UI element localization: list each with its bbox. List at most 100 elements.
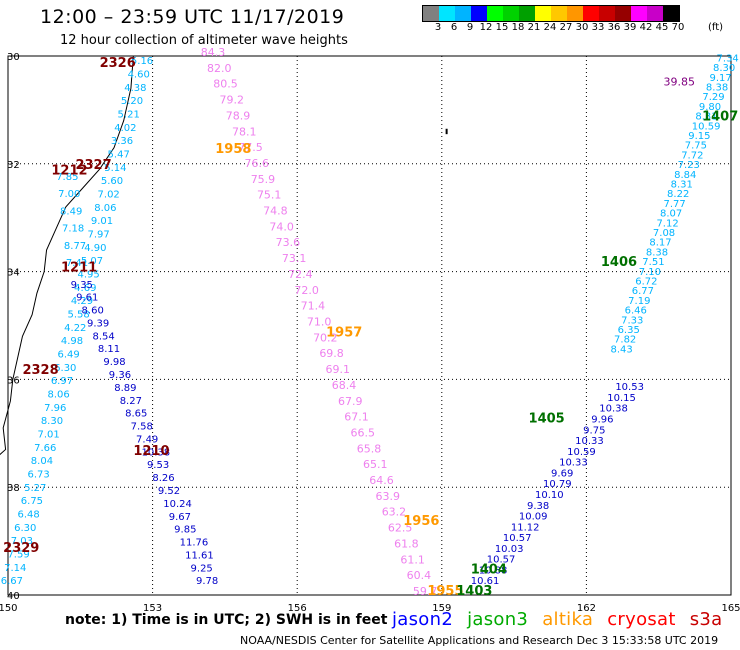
scale-swatch xyxy=(567,6,583,21)
y-tick-label: 34 xyxy=(7,268,20,279)
scale-label: 21 xyxy=(527,22,541,33)
swh-value: 7.12 xyxy=(656,218,678,229)
swh-value: 10.88 xyxy=(479,565,508,576)
x-tick-label: 165 xyxy=(721,603,740,614)
swh-value: 7.01 xyxy=(37,430,59,441)
swh-value: 80.5 xyxy=(213,78,238,91)
swh-value: 5.07 xyxy=(81,256,103,267)
x-tick-label: 159 xyxy=(432,603,451,614)
swh-value: 72.4 xyxy=(288,268,313,281)
swh-value: 6.30 xyxy=(14,523,36,534)
swh-value: 9.38 xyxy=(527,501,549,512)
swh-value: 74.0 xyxy=(269,220,294,233)
swh-value: 9.36 xyxy=(109,370,131,381)
swh-value: 10.53 xyxy=(615,382,644,393)
legend-item-cryosat: cryosat xyxy=(607,609,676,630)
swh-value: 7.34 xyxy=(717,53,739,64)
swh-value: 8.31 xyxy=(671,180,693,191)
swh-value: 9.78 xyxy=(196,576,218,587)
swh-value: 65.8 xyxy=(357,442,382,455)
swh-value: 59.7 xyxy=(413,585,438,598)
scale-swatch xyxy=(471,6,487,21)
swh-value: 7.18 xyxy=(62,224,84,235)
pass-time-label: 1211 xyxy=(61,261,97,276)
scale-swatch xyxy=(519,6,535,21)
swh-value: 69.8 xyxy=(319,347,344,360)
swh-value: 76.6 xyxy=(244,157,269,170)
swh-value: 9.17 xyxy=(709,73,731,84)
scale-label: 9 xyxy=(466,22,474,33)
swh-value: 5.58 xyxy=(68,309,90,320)
swh-value: 6.49 xyxy=(57,349,79,360)
swh-value: 7.00 xyxy=(58,189,80,200)
swh-value: 10.79 xyxy=(543,479,572,490)
scale-swatch xyxy=(615,6,631,21)
swh-value: 66.5 xyxy=(351,426,376,439)
pass-time-label: 2326 xyxy=(100,56,136,71)
swh-value: 7.19 xyxy=(628,296,650,307)
scale-swatch xyxy=(503,6,519,21)
swh-value: 10.15 xyxy=(607,393,636,404)
swh-value: 8.26 xyxy=(152,473,174,484)
swh-value: 8.06 xyxy=(47,390,69,401)
color-scale-bar xyxy=(422,5,680,22)
swh-value: 9.75 xyxy=(583,425,605,436)
swh-value: 9.96 xyxy=(591,415,613,426)
pass-time-label: 1212 xyxy=(51,164,87,179)
swh-value: 8.60 xyxy=(82,306,104,317)
swh-value: 7.02 xyxy=(98,189,120,200)
swh-value: 4.38 xyxy=(124,83,146,94)
scale-swatch xyxy=(663,6,679,21)
swh-value: 4.60 xyxy=(128,69,150,80)
swh-value: 73.6 xyxy=(276,236,301,249)
swh-value: 78.1 xyxy=(232,125,256,138)
swh-value: 63.2 xyxy=(382,506,407,519)
scale-label: 18 xyxy=(511,22,525,33)
y-tick-label: 40 xyxy=(7,591,20,602)
x-tick-label: 153 xyxy=(143,603,162,614)
swh-value: 75.1 xyxy=(257,189,282,202)
scale-label: 70 xyxy=(671,22,685,33)
swh-value: 11.12 xyxy=(511,522,540,533)
swh-value: 61.8 xyxy=(394,537,419,550)
swh-value: 62.5 xyxy=(388,522,413,535)
pass-time-label: 1404 xyxy=(471,562,507,577)
scale-swatch xyxy=(535,6,551,21)
swh-value: 9.35 xyxy=(71,280,93,291)
pass-time-label: 1407 xyxy=(702,110,738,125)
scale-label: 36 xyxy=(607,22,621,33)
swh-value: 9.98 xyxy=(103,357,125,368)
swh-value: 60.4 xyxy=(407,569,432,582)
legend-item-s3a: s3a xyxy=(689,609,723,630)
swh-value: 8.27 xyxy=(120,396,142,407)
swh-value: 7.23 xyxy=(678,160,700,171)
swh-value: 9.01 xyxy=(91,216,113,227)
scale-label: 12 xyxy=(479,22,493,33)
swh-value: 8.17 xyxy=(649,238,671,249)
swh-value: 74.8 xyxy=(263,205,288,218)
swh-value: 5.21 xyxy=(118,109,140,120)
swh-value: 8.65 xyxy=(125,409,147,420)
swh-value: 7.51 xyxy=(642,257,664,268)
swh-value: 5.60 xyxy=(101,176,123,187)
legend-item-jason3: jason3 xyxy=(467,609,529,630)
satellite-legend: jason2 jason3 altika cryosat s3a xyxy=(392,609,723,630)
x-tick-label: 150 xyxy=(0,603,18,614)
credit-line: NOAA/NESDIS Center for Satellite Applica… xyxy=(240,634,719,647)
swh-value: 9.69 xyxy=(551,468,573,479)
swh-value: 8.49 xyxy=(60,206,82,217)
swh-value: 6.72 xyxy=(635,277,657,288)
scale-label: 27 xyxy=(559,22,573,33)
swh-value: 75.9 xyxy=(251,173,276,186)
swh-value: 7.58 xyxy=(131,422,153,433)
swh-value: 7.77 xyxy=(664,199,686,210)
swh-value: 5.20 xyxy=(121,96,143,107)
scale-label: 6 xyxy=(450,22,458,33)
pass-time-label: 1955 xyxy=(427,584,463,599)
scale-label: 45 xyxy=(655,22,669,33)
pass-time-label: 2328 xyxy=(22,363,58,378)
swh-value: 7.49 xyxy=(136,434,158,445)
swh-value: 9.61 xyxy=(76,293,98,304)
y-tick-label: 38 xyxy=(7,483,20,494)
